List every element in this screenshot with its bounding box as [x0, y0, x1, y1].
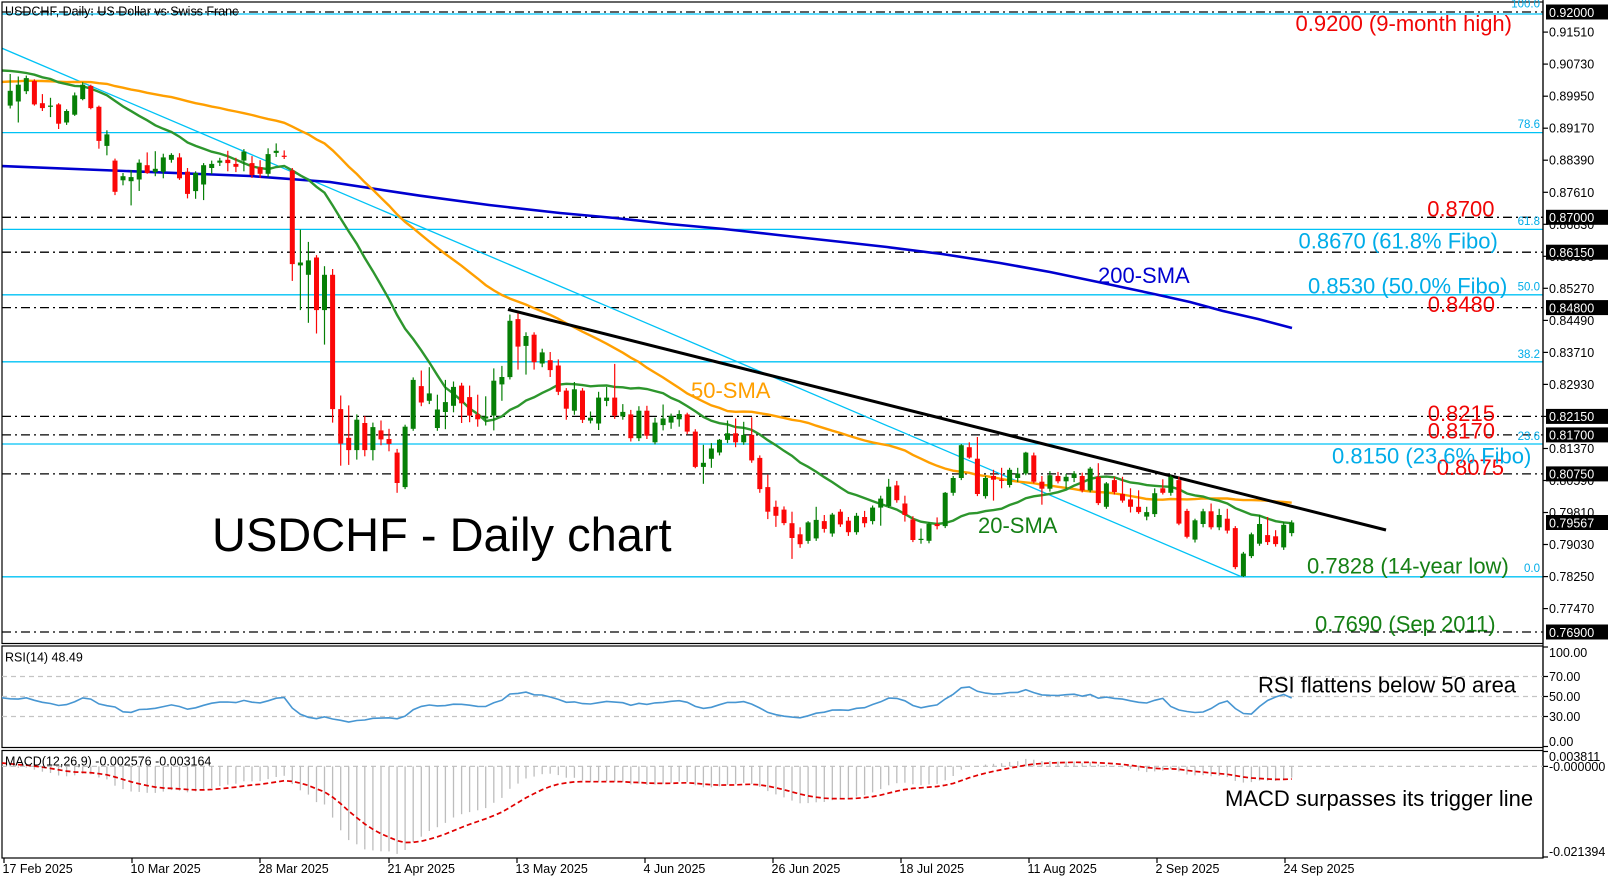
svg-text:2 Sep 2025: 2 Sep 2025 [1156, 862, 1220, 876]
svg-text:0.85270: 0.85270 [1549, 282, 1594, 296]
svg-text:0.83710: 0.83710 [1549, 346, 1594, 360]
svg-text:100.0: 100.0 [1511, 0, 1540, 11]
svg-text:0.79030: 0.79030 [1549, 538, 1594, 552]
svg-text:61.8: 61.8 [1518, 216, 1540, 228]
svg-text:RSI(14) 48.49: RSI(14) 48.49 [5, 651, 83, 665]
svg-text:0.8530 (50.0% Fibo): 0.8530 (50.0% Fibo) [1308, 274, 1507, 299]
svg-text:17 Feb 2025: 17 Feb 2025 [3, 862, 73, 876]
svg-text:0.89170: 0.89170 [1549, 122, 1594, 136]
svg-text:30.00: 30.00 [1549, 710, 1580, 724]
svg-text:0.89950: 0.89950 [1549, 90, 1594, 104]
svg-text:0.00: 0.00 [1549, 735, 1573, 749]
svg-text:USDCHF - Daily chart: USDCHF - Daily chart [212, 508, 672, 561]
svg-text:0.76900: 0.76900 [1549, 626, 1594, 640]
svg-text:0.88390: 0.88390 [1549, 154, 1594, 168]
svg-text:11 Aug 2025: 11 Aug 2025 [1028, 862, 1097, 876]
svg-text:21 Apr 2025: 21 Apr 2025 [388, 862, 455, 876]
svg-text:0.82930: 0.82930 [1549, 378, 1594, 392]
svg-text:24 Sep 2025: 24 Sep 2025 [1284, 862, 1355, 876]
svg-text:20-SMA: 20-SMA [978, 513, 1058, 538]
svg-text:50-SMA: 50-SMA [691, 378, 771, 403]
svg-text:MACD surpasses its trigger lin: MACD surpasses its trigger line [1225, 786, 1533, 811]
svg-text:28 Mar 2025: 28 Mar 2025 [259, 862, 329, 876]
svg-text:-0.000000: -0.000000 [1549, 760, 1605, 774]
svg-text:0.8075: 0.8075 [1437, 455, 1504, 480]
svg-text:0.8215: 0.8215 [1428, 401, 1495, 426]
svg-text:18 Jul 2025: 18 Jul 2025 [900, 862, 965, 876]
svg-text:0.8480: 0.8480 [1428, 292, 1495, 317]
svg-text:4 Jun 2025: 4 Jun 2025 [644, 862, 706, 876]
svg-text:26 Jun 2025: 26 Jun 2025 [772, 862, 841, 876]
svg-text:200-SMA: 200-SMA [1098, 263, 1190, 288]
svg-text:0.78250: 0.78250 [1549, 570, 1594, 584]
svg-text:50.00: 50.00 [1549, 690, 1580, 704]
svg-text:0.87610: 0.87610 [1549, 186, 1594, 200]
svg-text:0.91510: 0.91510 [1549, 26, 1594, 40]
svg-text:100.00: 100.00 [1549, 646, 1587, 660]
svg-text:0.003811: 0.003811 [1549, 750, 1600, 764]
svg-text:0.81370: 0.81370 [1549, 442, 1594, 456]
svg-text:0.7828 (14-year low): 0.7828 (14-year low) [1307, 554, 1509, 579]
svg-text:0.8150 (23.6% Fibo): 0.8150 (23.6% Fibo) [1332, 444, 1531, 469]
svg-text:0.0: 0.0 [1524, 563, 1540, 575]
svg-text:23.6: 23.6 [1518, 431, 1540, 443]
svg-text:10 Mar 2025: 10 Mar 2025 [131, 862, 201, 876]
svg-text:MACD(12,26,9) -0.002576 -0.003: MACD(12,26,9) -0.002576 -0.003164 [5, 755, 211, 769]
svg-text:0.84490: 0.84490 [1549, 314, 1594, 328]
svg-text:0.79567: 0.79567 [1549, 516, 1594, 530]
svg-text:0.92000: 0.92000 [1549, 6, 1594, 20]
svg-text:USDCHF, Daily: US Dollar vs Sw: USDCHF, Daily: US Dollar vs Swiss Franc [5, 5, 238, 19]
svg-text:38.2: 38.2 [1518, 349, 1540, 361]
svg-text:0.81700: 0.81700 [1549, 429, 1594, 443]
svg-text:RSI flattens below 50 area: RSI flattens below 50 area [1258, 673, 1517, 698]
svg-text:0.82150: 0.82150 [1549, 410, 1594, 424]
svg-text:-0.021394: -0.021394 [1549, 845, 1605, 859]
svg-text:0.84800: 0.84800 [1549, 301, 1594, 315]
svg-text:0.90730: 0.90730 [1549, 58, 1594, 72]
svg-text:50.0: 50.0 [1518, 282, 1540, 294]
svg-text:70.00: 70.00 [1549, 670, 1580, 684]
svg-text:0.7690 (Sep 2011): 0.7690 (Sep 2011) [1315, 612, 1496, 637]
svg-text:0.87000: 0.87000 [1549, 211, 1594, 225]
svg-text:0.8700: 0.8700 [1427, 197, 1494, 222]
svg-text:0.9200 (9-month high): 0.9200 (9-month high) [1296, 11, 1512, 36]
svg-text:0.8170: 0.8170 [1428, 419, 1495, 444]
svg-text:0.8670 (61.8% Fibo): 0.8670 (61.8% Fibo) [1299, 229, 1498, 254]
svg-text:0.86150: 0.86150 [1549, 246, 1594, 260]
svg-text:0.80750: 0.80750 [1549, 468, 1594, 482]
svg-text:13 May 2025: 13 May 2025 [516, 862, 588, 876]
svg-text:78.6: 78.6 [1518, 119, 1540, 131]
svg-text:0.77470: 0.77470 [1549, 602, 1594, 616]
